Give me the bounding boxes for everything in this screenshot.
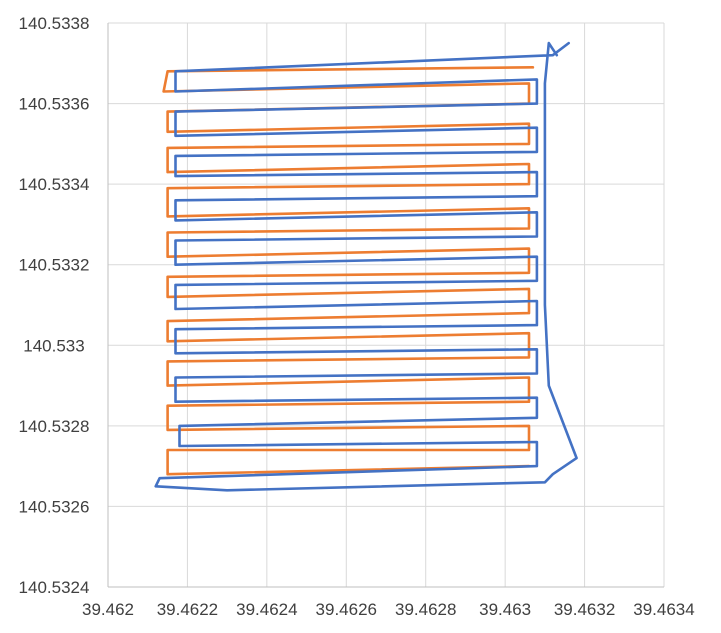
y-tick-label: 140.5326 [19,497,90,516]
x-tick-labels: 39.462 39.4622 39.4624 39.4626 39.4628 39.463… [82,600,695,619]
y-tick-label: 140.5338 [19,14,90,33]
y-tick-labels: 140.5324 140.5326 140.5328 140.533 140.5332 1… [19,14,90,597]
y-tick-label: 140.533 [23,336,84,355]
x-tick-label: 39.4626 [316,600,377,619]
y-tick-label: 140.5324 [19,578,90,597]
x-tick-label: 39.463 [479,600,531,619]
y-tick-label: 140.5328 [19,417,90,436]
y-tick-label: 140.5332 [19,256,90,275]
series-group [154,41,578,492]
x-tick-label: 39.462 [82,600,134,619]
x-tick-label: 39.4622 [157,600,218,619]
y-tick-label: 140.5334 [19,175,90,194]
x-tick-label: 39.4624 [236,600,297,619]
x-tick-label: 39.4634 [633,600,694,619]
series-2-path [154,41,578,492]
x-tick-label: 39.4632 [554,600,615,619]
y-tick-label: 140.5336 [19,95,90,114]
series-1-path [162,66,535,476]
x-tick-label: 39.4628 [395,600,456,619]
axes [107,23,664,588]
